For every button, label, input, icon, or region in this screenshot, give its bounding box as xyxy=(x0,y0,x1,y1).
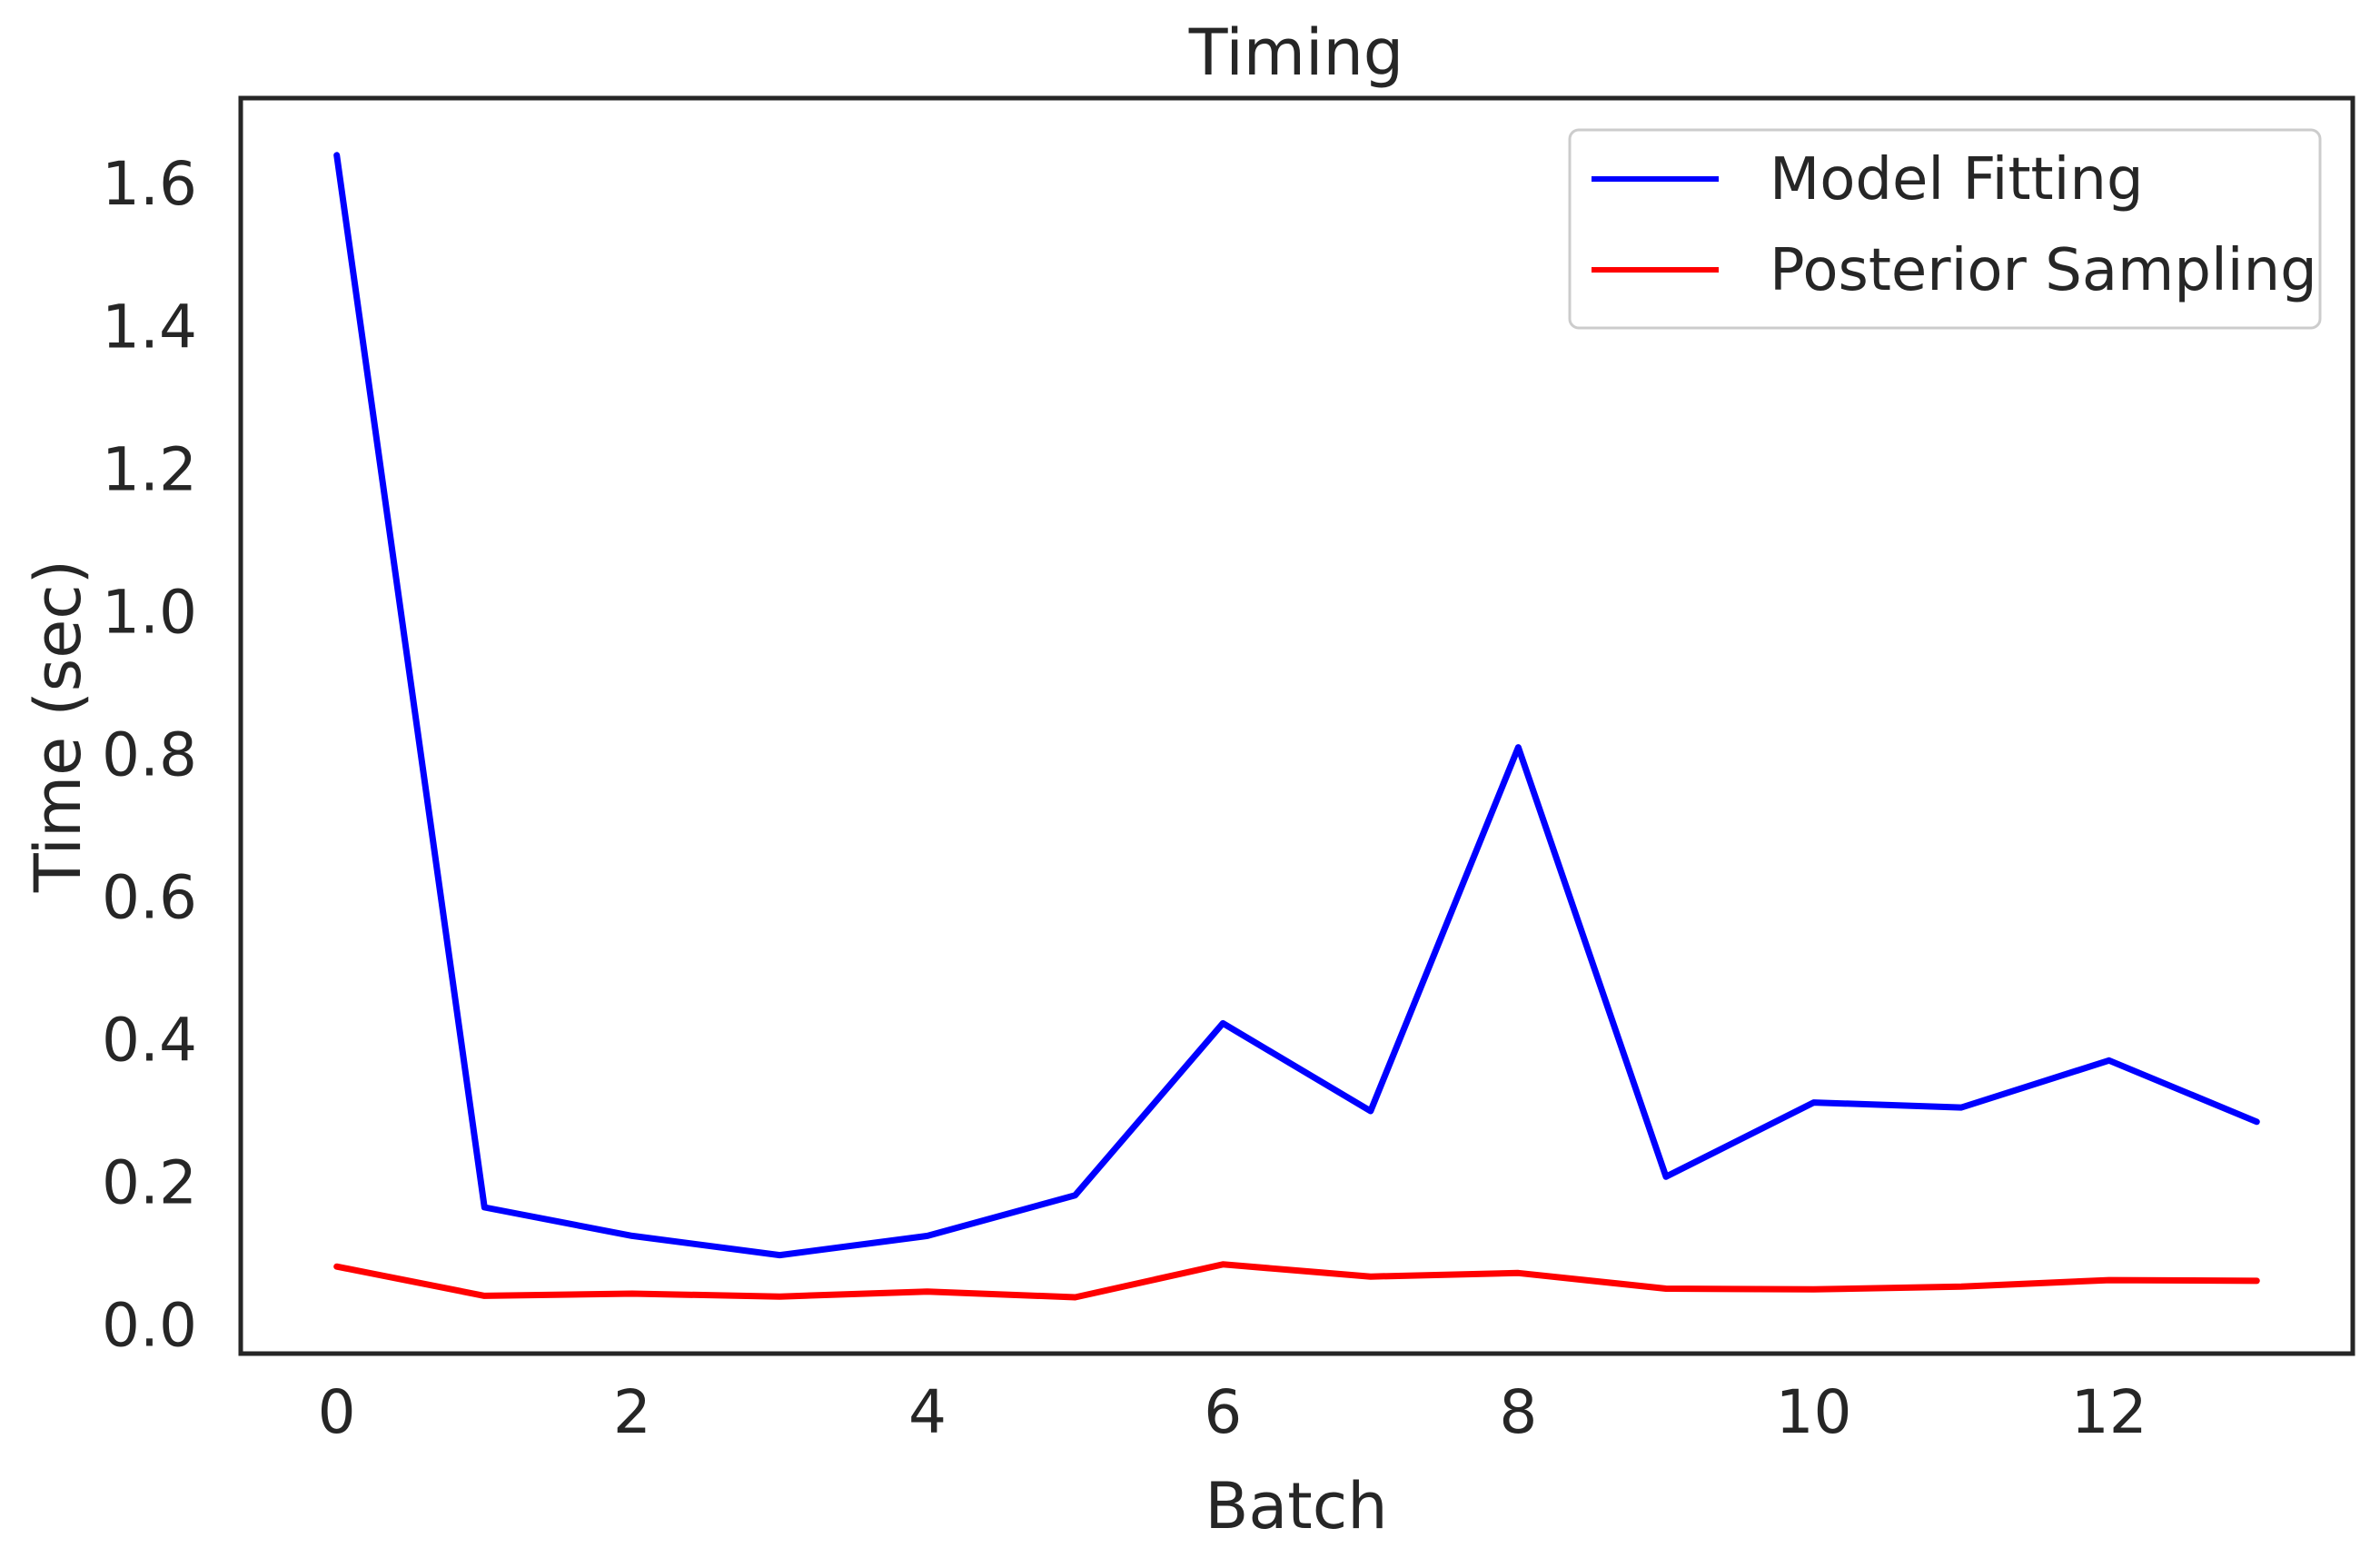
y-tick-label: 0.6 xyxy=(102,862,197,932)
y-tick-label: 0.4 xyxy=(102,1006,197,1076)
legend-box xyxy=(1568,128,2322,330)
legend-label-posterior-sampling: Posterior Sampling xyxy=(1770,237,2317,304)
legend-label-model-fitting: Model Fitting xyxy=(1770,146,2144,213)
series-line-posterior-sampling xyxy=(333,1261,2260,1301)
x-tick-label: 2 xyxy=(613,1377,651,1447)
x-tick-label: 8 xyxy=(1499,1377,1537,1447)
y-tick-label: 0.2 xyxy=(102,1148,197,1218)
series-lines xyxy=(333,152,2260,1301)
x-axis-ticks: 0 2 4 6 8 10 12 xyxy=(318,1377,2147,1447)
y-axis-ticks: 0.0 0.2 0.4 0.6 0.8 1.0 1.2 1.4 1.6 xyxy=(102,149,197,1360)
plot-frame xyxy=(238,95,2355,1356)
y-tick-label: 0.0 xyxy=(102,1291,197,1361)
x-tick-label: 12 xyxy=(2071,1377,2147,1447)
x-tick-label: 4 xyxy=(908,1377,947,1447)
x-tick-label: 10 xyxy=(1776,1377,1852,1447)
x-tick-label: 6 xyxy=(1204,1377,1242,1447)
y-tick-label: 1.2 xyxy=(102,434,197,504)
y-tick-label: 1.4 xyxy=(102,292,197,362)
chart-title: Timing xyxy=(1188,15,1404,90)
y-axis-title: Time (sec) xyxy=(21,560,95,893)
x-tick-label: 0 xyxy=(318,1377,356,1447)
y-tick-label: 0.8 xyxy=(102,719,197,789)
chart-legend: Model Fitting Posterior Sampling xyxy=(1568,128,2322,330)
series-line-model-fitting xyxy=(333,152,2260,1259)
y-tick-label: 1.0 xyxy=(102,577,197,647)
y-tick-label: 1.6 xyxy=(102,149,197,219)
x-axis-title: Batch xyxy=(1205,1469,1387,1543)
